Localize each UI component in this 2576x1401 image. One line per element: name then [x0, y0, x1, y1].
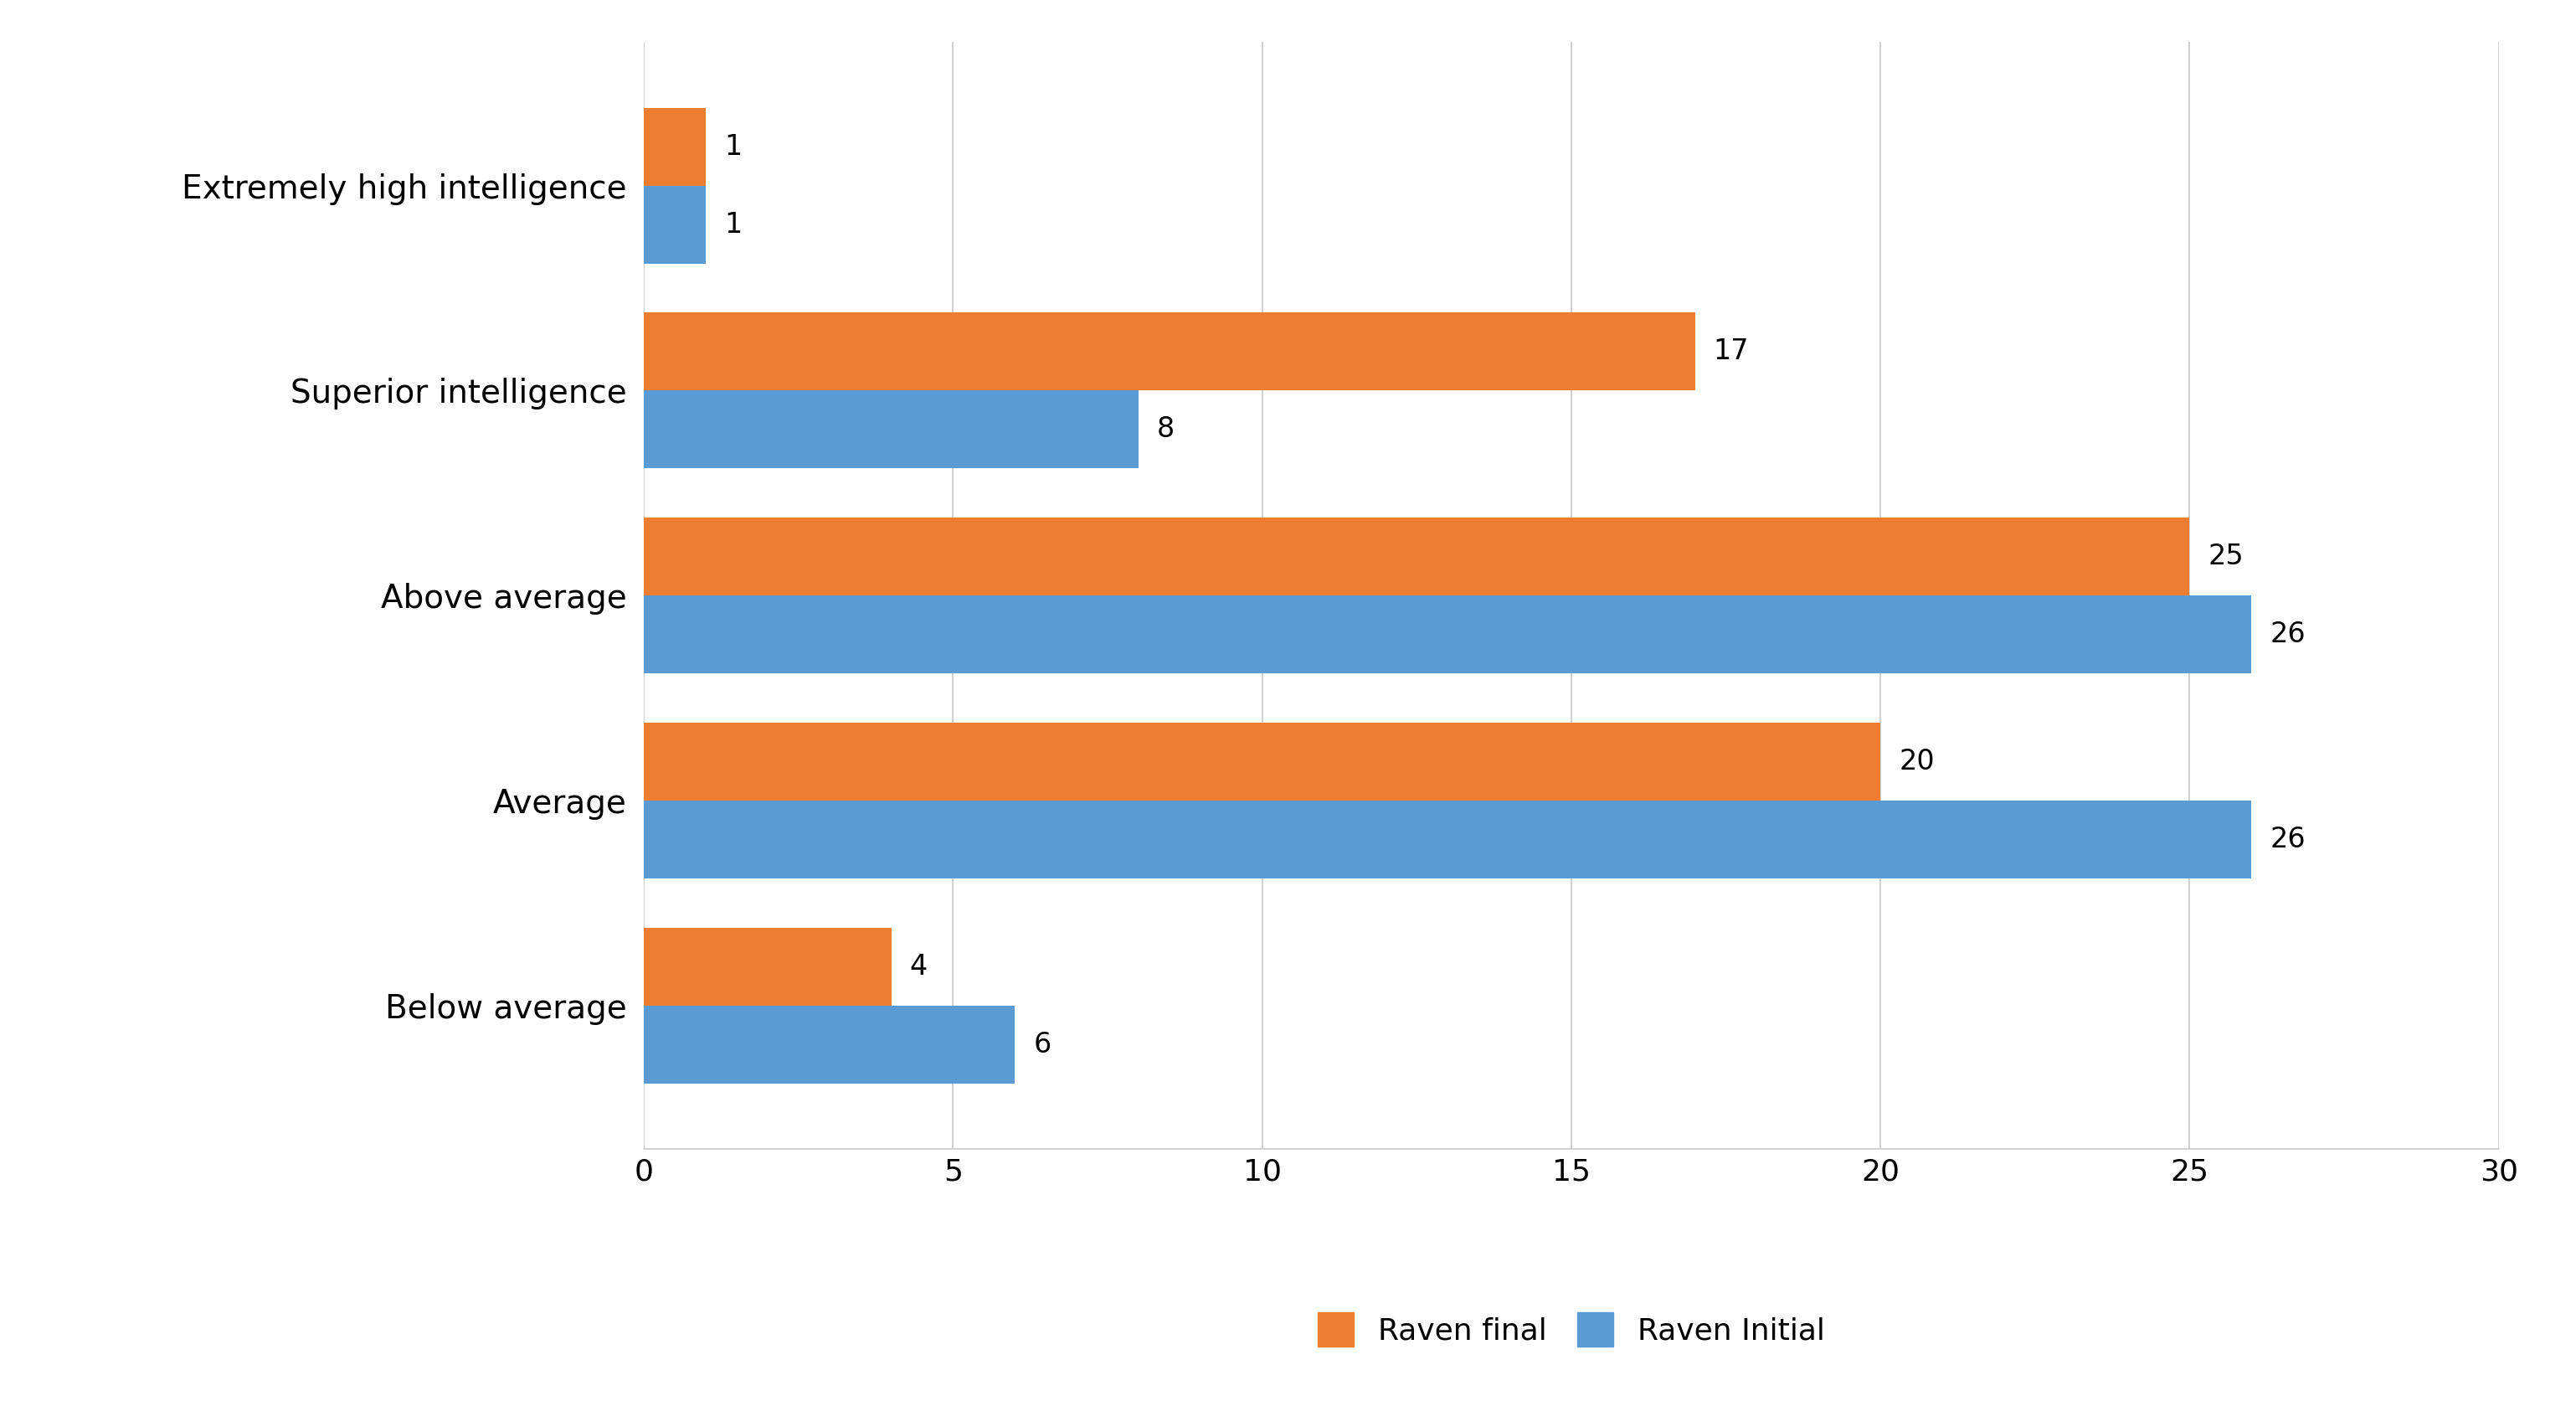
Bar: [644, 517, 2190, 595]
Text: 20: 20: [1899, 748, 1935, 775]
Bar: [644, 595, 2251, 674]
Bar: [644, 800, 2251, 878]
Text: 25: 25: [2208, 542, 2244, 570]
Text: 6: 6: [1033, 1031, 1051, 1058]
Bar: [644, 108, 706, 185]
Text: 1: 1: [724, 210, 742, 238]
Text: 4: 4: [909, 953, 927, 981]
Bar: [644, 391, 1139, 468]
Text: 8: 8: [1157, 416, 1175, 443]
Bar: [644, 1006, 1015, 1083]
Text: 1: 1: [724, 133, 742, 160]
Text: 17: 17: [1713, 338, 1749, 366]
Bar: [644, 927, 891, 1006]
Text: 26: 26: [2269, 825, 2306, 853]
Bar: [644, 185, 706, 263]
Bar: [644, 312, 1695, 391]
Text: 26: 26: [2269, 621, 2306, 649]
Bar: [644, 723, 1880, 800]
Legend: Raven final, Raven Initial: Raven final, Raven Initial: [1303, 1297, 1839, 1362]
